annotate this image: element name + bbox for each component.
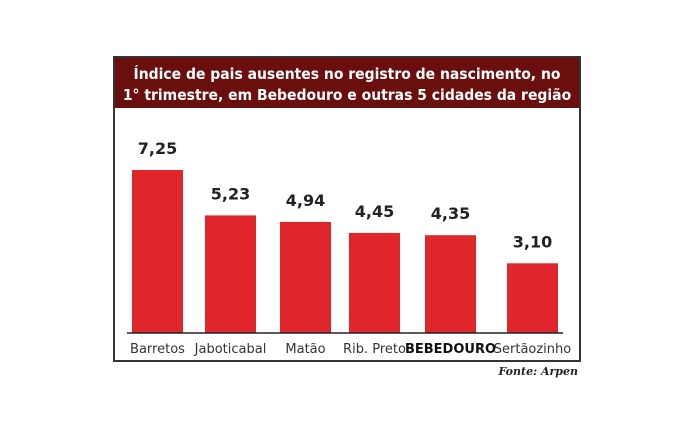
category-label: Barretos: [130, 342, 185, 357]
value-label: 5,23: [211, 184, 250, 203]
value-label: 7,25: [138, 139, 177, 158]
bar-1: [205, 215, 256, 333]
category-label: BEBEDOURO: [405, 342, 496, 357]
value-label: 4,45: [355, 202, 394, 221]
value-label: 4,35: [431, 204, 470, 223]
category-label: Rib. Preto: [343, 342, 406, 357]
bar-4: [425, 235, 476, 333]
chart-title-line-2: 1° trimestre, em Bebedouro e outras 5 ci…: [123, 86, 571, 104]
value-label: 4,94: [286, 191, 325, 210]
bar-0: [132, 170, 183, 333]
category-label: Matão: [285, 342, 325, 357]
bar-5: [507, 263, 558, 333]
category-label: Sertãozinho: [494, 342, 572, 357]
bar-3: [349, 232, 400, 333]
value-label: 3,10: [513, 232, 552, 251]
title-header: [115, 58, 579, 108]
bar-2: [280, 221, 331, 333]
source-note: Fonte: Arpen: [497, 365, 578, 378]
chart-title-line-1: Índice de pais ausentes no registro de n…: [134, 64, 561, 83]
category-label: Jaboticabal: [194, 342, 267, 357]
